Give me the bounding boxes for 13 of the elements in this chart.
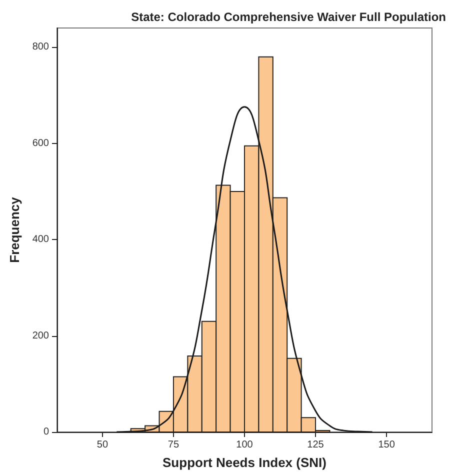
y-tick-label: 0 [43,426,50,438]
y-tick-label: 800 [32,42,50,53]
x-tick-label: 50 [96,440,108,450]
x-tick-label: 125 [307,440,324,450]
x-tick-label: 100 [236,440,254,450]
chart-title: State: Colorado Comprehensive Waiver Full Population [131,10,446,24]
y-tick-label: 200 [32,330,50,342]
x-tick-label: 150 [378,440,396,450]
x-tick-label: 75 [168,440,180,450]
y-tick-label: 400 [32,234,50,246]
y-axis-title: Frequency [7,196,22,263]
y-tick-label: 600 [32,138,50,149]
x-axis-title: Support Needs Index (SNI) [162,455,326,470]
